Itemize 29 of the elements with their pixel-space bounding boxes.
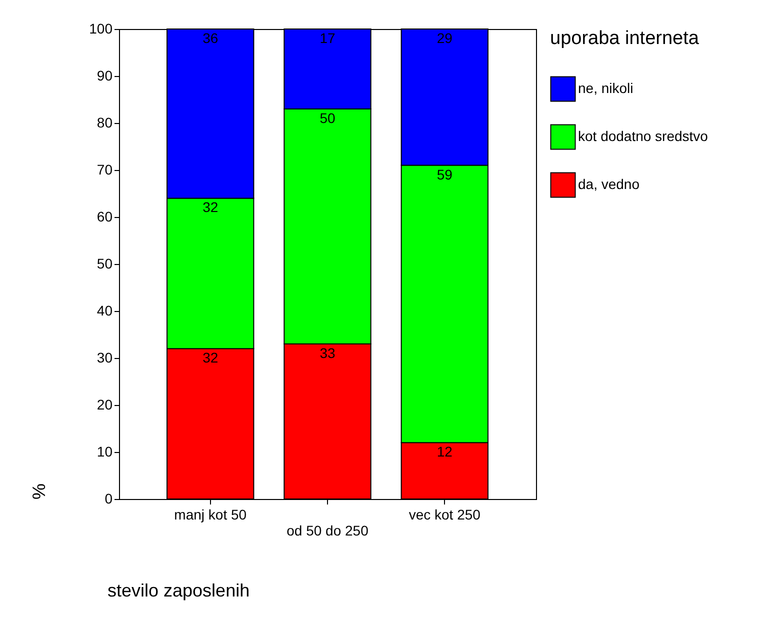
y-tick-label: 50 <box>96 256 113 272</box>
y-tick-label: 90 <box>96 68 113 84</box>
legend-title: uporaba interneta <box>550 28 700 49</box>
data-label: 12 <box>436 444 453 460</box>
y-tick-label: 30 <box>96 350 113 366</box>
data-label: 33 <box>320 344 336 361</box>
x-tick-label: vec kot 250 <box>408 506 481 522</box>
data-label: 17 <box>320 30 336 46</box>
y-tick-label: 100 <box>89 20 113 36</box>
y-tick-label: 10 <box>96 444 113 460</box>
x-axis-title: stevilo zaposlenih <box>108 580 250 600</box>
legend-label: da, vedno <box>578 176 640 192</box>
legend-label: ne, nikoli <box>578 80 634 96</box>
y-axis-title: % <box>29 483 50 500</box>
x-tick-label: od 50 do 250 <box>286 522 369 538</box>
y-tick-label: 0 <box>104 490 113 506</box>
legend-label: kot dodatno sredstvo <box>578 128 708 144</box>
data-label: 50 <box>320 110 336 126</box>
data-label: 32 <box>202 350 218 366</box>
y-tick-label: 80 <box>96 114 113 130</box>
data-label: 36 <box>202 30 218 46</box>
data-label: 59 <box>436 166 453 182</box>
y-tick-label: 20 <box>96 396 113 412</box>
data-label: 29 <box>436 30 453 46</box>
data-label: 32 <box>202 199 218 216</box>
y-tick-label: 40 <box>96 302 113 318</box>
y-tick-label: 70 <box>96 162 113 178</box>
y-tick-label: 60 <box>96 208 113 224</box>
x-tick-label: manj kot 50 <box>174 506 247 522</box>
